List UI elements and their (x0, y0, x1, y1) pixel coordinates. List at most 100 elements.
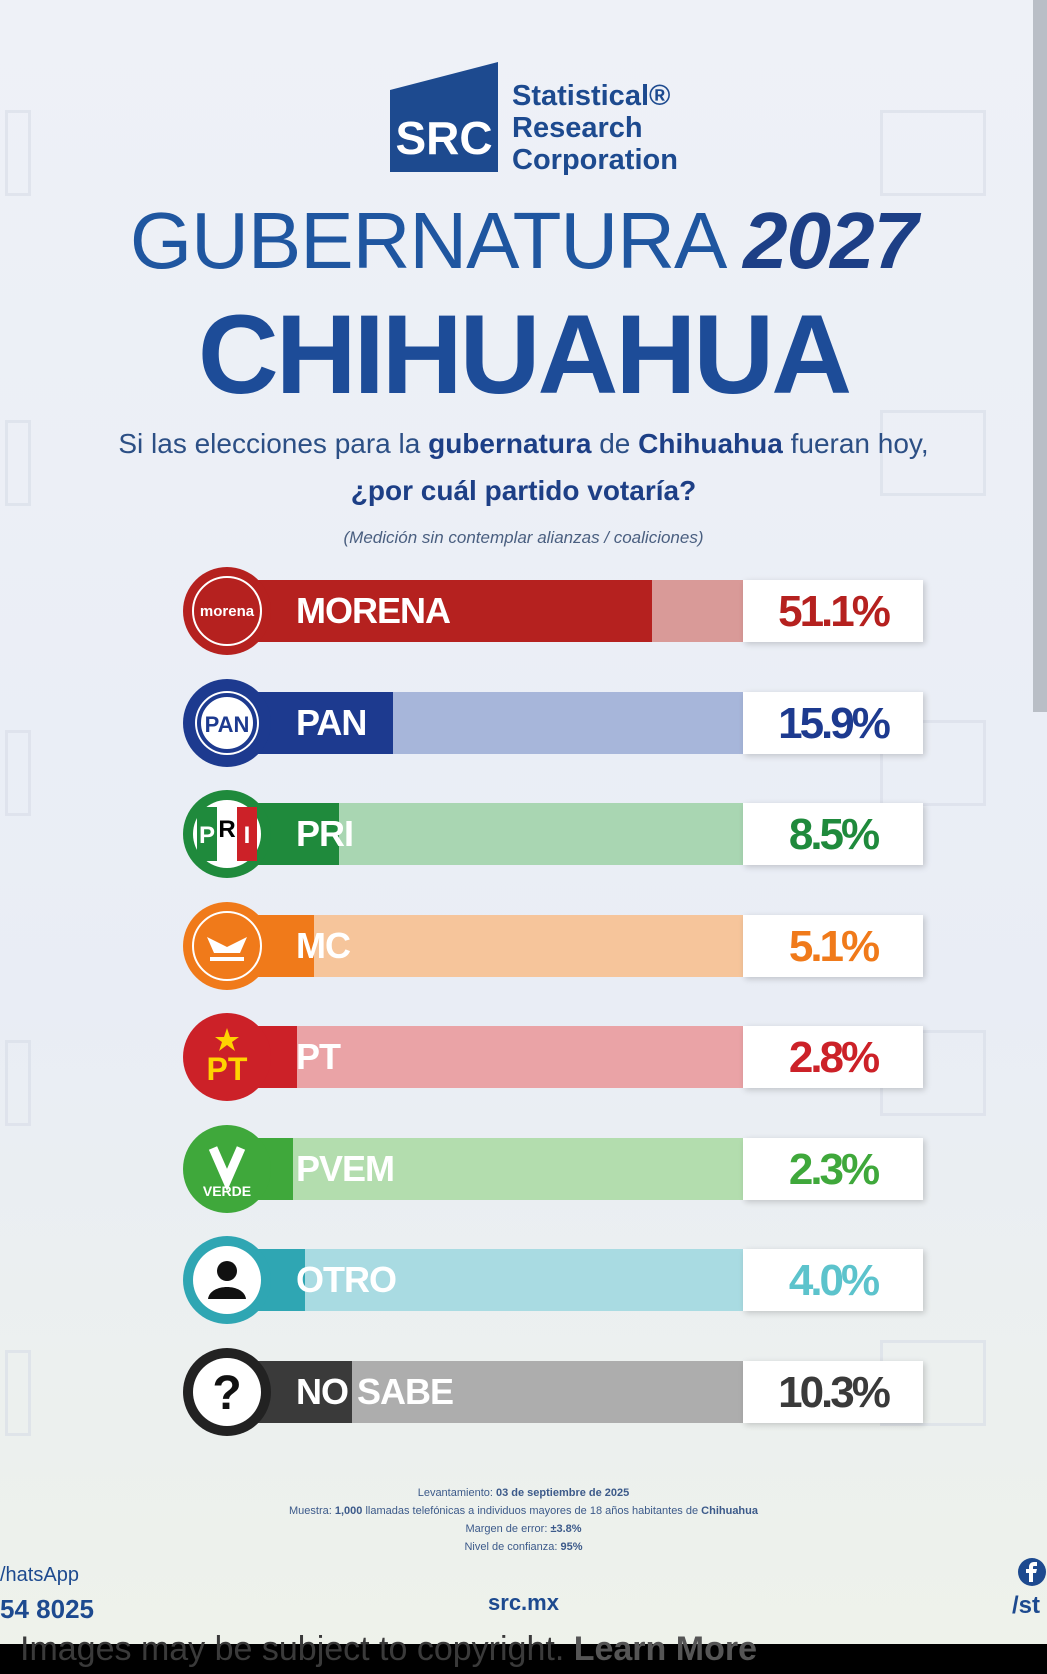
nivel-label: Nivel de confianza: (464, 1541, 561, 1553)
watermark-logo (880, 410, 986, 496)
margen-label: Margen de error: (465, 1523, 551, 1535)
bar-label: NO SABE (296, 1370, 454, 1412)
value-box: 15.9% (743, 691, 923, 754)
value-label: 2.3% (788, 1144, 880, 1194)
bar-row-pvem: PVEM 2.3% VERDE (180, 1122, 923, 1216)
methodology-note: (Medición sin contemplar alianzas / coal… (343, 528, 704, 547)
verde-logo-icon: VERDE (183, 1124, 271, 1213)
muestra-text: llamadas telefónicas a individuos mayore… (362, 1505, 702, 1517)
watermark-logo (5, 1350, 31, 1436)
title-line-2: CHIHUAHUA (197, 292, 852, 417)
bar-label: PVEM (296, 1147, 395, 1189)
copyright-text: Images may be subject to copyright. Lear… (20, 1630, 757, 1669)
whatsapp-contact: /hatsApp 54 8025 (0, 1558, 94, 1626)
bar-row-otro: OTRO 4.0% (180, 1233, 923, 1327)
watermark-logo (5, 730, 31, 816)
facebook-icon[interactable] (1016, 1556, 1047, 1587)
muestra-label: Muestra: (289, 1505, 335, 1517)
learn-more-link[interactable]: Learn More (573, 1630, 757, 1668)
margen-value: ±3.8% (550, 1523, 582, 1535)
value-box: 2.3% (743, 1137, 923, 1200)
question-bold: gubernatura (428, 428, 592, 459)
value-box: 4.0% (743, 1249, 923, 1311)
scrollbar[interactable] (1033, 0, 1047, 712)
pt-logo-icon: PT (183, 1013, 271, 1101)
fecha-line: Levantamiento: 03 de septiembre de 2025 (0, 1484, 1047, 1502)
pan-logo-icon: PAN (183, 678, 271, 767)
bar-label: MORENA (296, 590, 451, 631)
bar-label: OTRO (296, 1259, 397, 1300)
facebook-handle[interactable]: /st (1012, 1592, 1041, 1619)
bar-row-morena: MORENA 51.1% morena (180, 564, 923, 658)
question-bold: Chihuahua (638, 428, 783, 459)
watermark-logo (5, 110, 31, 196)
survey-details: Levantamiento: 03 de septiembre de 2025 … (0, 1484, 1047, 1556)
src-logo-mark-text: SRC (395, 112, 492, 164)
value-label: 15.9% (778, 698, 891, 748)
question-line-1: Si las elecciones para la gubernatura de… (0, 428, 1047, 460)
bar-label: PT (296, 1036, 341, 1077)
bar-label: MC (296, 924, 351, 966)
pri-letter-r: R (218, 816, 235, 843)
bar-fill (228, 580, 652, 642)
verde-badge-text: VERDE (203, 1183, 251, 1199)
bar-row-no-sabe: NO SABE 10.3%? (180, 1345, 923, 1439)
value-box: 5.1% (743, 914, 923, 977)
bar-row-mc: MC 5.1% (180, 899, 923, 993)
value-label: 5.1% (788, 921, 880, 971)
value-label: 2.8% (788, 1033, 880, 1082)
question-text: Si las elecciones para la (118, 428, 429, 459)
value-box: 2.8% (743, 1026, 923, 1088)
title-year: 2027 (743, 196, 918, 285)
copyright-bar: Images may be subject to copyright. Lear… (0, 1630, 1047, 1674)
value-label: 4.0% (788, 1256, 880, 1305)
copyright-notice: Images may be subject to copyright. (20, 1630, 574, 1668)
fecha-value: 03 de septiembre de 2025 (495, 1487, 630, 1499)
question-mark-icon: ? (183, 1347, 271, 1436)
watermark-logo (880, 720, 986, 806)
bar-row-pan: PAN 15.9% PAN (180, 676, 923, 770)
value-label: 10.3% (778, 1367, 891, 1417)
bar-background (228, 914, 743, 977)
pan-badge-text: PAN (205, 712, 250, 737)
bar-row-pt: PT 2.8% PT (180, 1010, 923, 1104)
watermark-logo (5, 420, 31, 506)
logo-line-1: Statistical® (512, 80, 671, 112)
pt-badge-text: PT (207, 1051, 248, 1087)
watermark (30, 115, 52, 145)
website-link[interactable]: src.mx (488, 1590, 559, 1615)
muestra-place: Chihuahua (701, 1505, 758, 1517)
fecha-label: Levantamiento: (417, 1487, 496, 1499)
value-box: 8.5% (743, 803, 923, 865)
whatsapp-number: 54 8025 (0, 1594, 94, 1624)
watermark-logo (880, 110, 986, 196)
logo-line-3: Corporation (512, 144, 678, 176)
watermark-logo (5, 1040, 31, 1126)
question-text: fueran hoy, (782, 428, 929, 459)
src-logo-name: Statistical® Research Corporation (512, 80, 678, 176)
nivel-value: 95% (560, 1541, 583, 1553)
logo-line-2: Research (512, 112, 643, 144)
nivel-line: Nivel de confianza: 95% (0, 1538, 1047, 1556)
mc-logo-icon (183, 901, 271, 990)
value-label: 8.5% (788, 810, 880, 859)
bar-background (228, 1026, 743, 1088)
value-label: 51.1% (778, 587, 891, 636)
src-logo: SRC Statistical® Research Corporation (390, 62, 710, 180)
value-box: 51.1% (743, 580, 923, 642)
morena-logo-icon: morena (183, 567, 271, 655)
bar-background (228, 1137, 743, 1200)
bar-background (228, 1249, 743, 1311)
bar-label: PRI (296, 813, 354, 854)
question-text: de (591, 428, 639, 459)
src-logo-icon: SRC (390, 62, 498, 172)
muestra-value: 1,000 (334, 1505, 363, 1517)
pri-letter-i: I (244, 822, 251, 849)
question-line-2: ¿por cuál partido votaría? (350, 475, 697, 506)
bar-label: PAN (296, 701, 367, 743)
whatsapp-label: /hatsApp (0, 1564, 79, 1586)
person-icon (183, 1236, 271, 1324)
muestra-line: Muestra: 1,000 llamadas telefónicas a in… (0, 1502, 1047, 1520)
